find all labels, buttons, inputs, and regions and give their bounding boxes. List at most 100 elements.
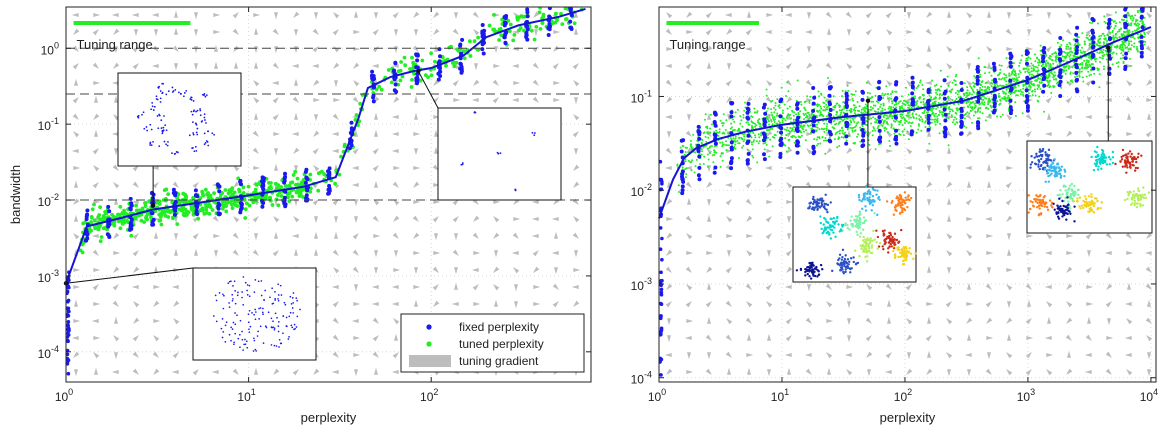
tuned-point bbox=[877, 125, 880, 128]
tuned-point bbox=[845, 139, 848, 142]
tuned-point bbox=[856, 135, 859, 138]
inset-point bbox=[264, 325, 267, 328]
tuned-point bbox=[177, 207, 182, 212]
gradient-arrow bbox=[332, 249, 339, 256]
tuned-point bbox=[707, 158, 710, 161]
gradient-arrow bbox=[253, 233, 259, 241]
gradient-arrow bbox=[946, 369, 952, 377]
tuned-point bbox=[971, 101, 974, 104]
tuned-point bbox=[286, 195, 290, 200]
tuned-point bbox=[1019, 88, 1022, 91]
tuned-point bbox=[410, 78, 414, 82]
tuned-point bbox=[780, 86, 783, 89]
fixed-point bbox=[283, 204, 288, 209]
tuned-point bbox=[684, 176, 687, 179]
tuned-point bbox=[809, 132, 812, 134]
tuned-point bbox=[1054, 74, 1057, 77]
tuned-point bbox=[875, 100, 878, 103]
tuned-point bbox=[999, 98, 1002, 101]
tuned-point bbox=[814, 126, 817, 128]
x-tick-label: 101 bbox=[237, 387, 255, 404]
inset-blue-clusters bbox=[117, 72, 242, 167]
tuned-point bbox=[1099, 61, 1101, 63]
tuned-point bbox=[895, 103, 898, 106]
tuned-point bbox=[889, 107, 892, 110]
fixed-perplexity-curve bbox=[65, 7, 586, 284]
tuned-point bbox=[308, 172, 313, 177]
tuned-point bbox=[800, 131, 803, 134]
fixed-point bbox=[128, 207, 133, 212]
tuned-point bbox=[908, 121, 911, 124]
gradient-arrow bbox=[513, 80, 521, 86]
inset-point bbox=[264, 289, 266, 292]
inset-point bbox=[199, 108, 201, 110]
gradient-arrow bbox=[1006, 165, 1014, 171]
fixed-point bbox=[173, 193, 178, 198]
inset-point bbox=[242, 303, 245, 306]
tuned-point bbox=[420, 58, 425, 63]
tuned-point bbox=[201, 193, 206, 198]
tuned-point bbox=[1047, 81, 1050, 84]
inset-connector bbox=[65, 267, 194, 284]
inset-point bbox=[203, 116, 206, 119]
tuned-point bbox=[1047, 76, 1050, 78]
tuned-point bbox=[730, 126, 733, 129]
gradient-arrow bbox=[331, 284, 339, 290]
gradient-arrow bbox=[531, 199, 539, 205]
tuned-point bbox=[949, 108, 951, 111]
inset-point bbox=[277, 294, 280, 296]
inset-point bbox=[241, 330, 243, 333]
tuned-point bbox=[719, 119, 722, 122]
tuned-point bbox=[874, 121, 876, 124]
gradient-arrow bbox=[666, 335, 672, 343]
tuned-point bbox=[1122, 33, 1125, 36]
tuned-point bbox=[690, 145, 693, 148]
tuned-point bbox=[1129, 17, 1132, 20]
tuned-point bbox=[988, 88, 991, 91]
tuned-point bbox=[972, 81, 975, 84]
tuned-point bbox=[454, 60, 459, 65]
tuned-point bbox=[196, 216, 201, 221]
tuned-point bbox=[809, 124, 812, 127]
tuned-point bbox=[1015, 89, 1018, 92]
inset-point bbox=[164, 124, 167, 127]
gradient-arrow bbox=[152, 45, 159, 52]
inset-point bbox=[232, 298, 234, 300]
tuned-point bbox=[891, 115, 894, 118]
tuned-point bbox=[765, 143, 768, 146]
tuned-point bbox=[907, 106, 910, 109]
gradient-arrow bbox=[313, 114, 319, 122]
gradient-arrow bbox=[826, 97, 834, 103]
inset-point bbox=[196, 133, 199, 136]
gradient-arrow bbox=[986, 250, 994, 256]
legend-entry-tuned: tuned perplexity bbox=[459, 337, 544, 351]
gradient-arrow bbox=[1026, 233, 1034, 239]
tuned-point bbox=[1089, 68, 1092, 71]
tuned-point bbox=[837, 138, 840, 140]
gradient-arrow bbox=[844, 352, 852, 358]
tuned-point bbox=[1109, 45, 1112, 48]
tuned-point bbox=[713, 149, 715, 152]
gradient-arrow bbox=[926, 368, 933, 375]
tuned-point bbox=[697, 140, 700, 143]
gradient-arrow bbox=[846, 335, 852, 343]
gradient-arrow bbox=[333, 46, 340, 53]
gradient-arrow bbox=[573, 250, 579, 258]
gradient-arrow bbox=[392, 232, 399, 239]
tuned-point bbox=[881, 92, 884, 95]
inset-point bbox=[245, 340, 248, 343]
tuned-point bbox=[903, 99, 905, 102]
tuned-point bbox=[1088, 74, 1091, 77]
tuned-point bbox=[721, 124, 724, 127]
tuned-point bbox=[1085, 36, 1088, 39]
gradient-arrow bbox=[986, 267, 992, 275]
gradient-arrow bbox=[391, 148, 399, 154]
tuned-point bbox=[684, 146, 687, 149]
legend-entry-fixed: fixed perplexity bbox=[459, 320, 539, 334]
tuned-point bbox=[1127, 14, 1130, 17]
tuned-point bbox=[308, 189, 313, 194]
inset-point bbox=[222, 293, 224, 296]
gradient-arrow bbox=[785, 300, 792, 307]
inset-point bbox=[165, 129, 168, 132]
gradient-arrow bbox=[946, 46, 953, 53]
